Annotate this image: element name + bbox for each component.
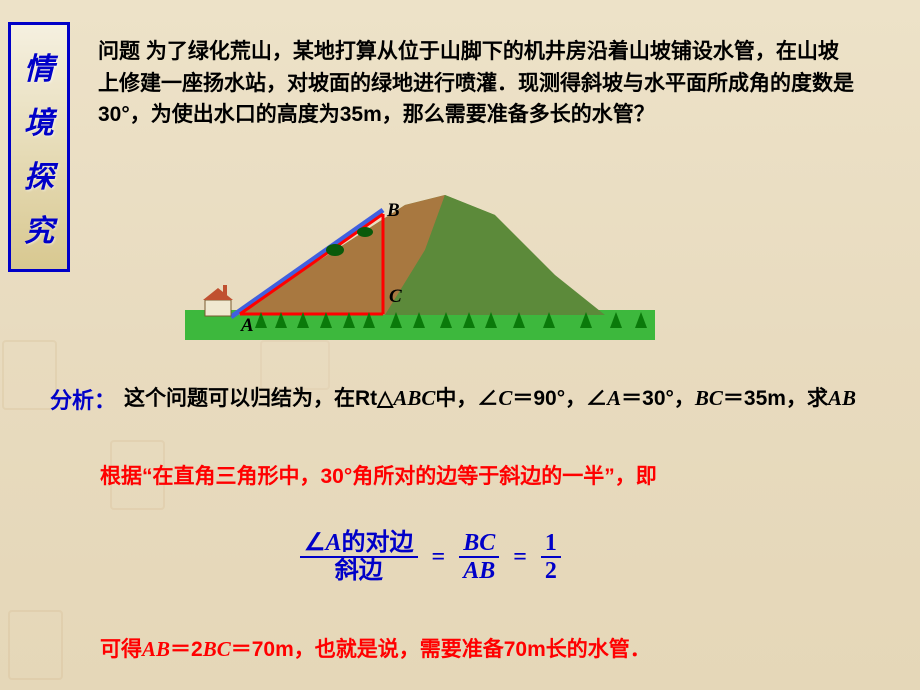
- point-label-c: C: [389, 286, 402, 308]
- sidebar-char-2: 境: [24, 98, 54, 142]
- fraction-1: ∠A的对边 斜边: [300, 530, 418, 585]
- fraction-2: BC AB: [459, 530, 499, 585]
- conclusion-text: 可得AB＝2BC＝70m，也就是说，需要准备70m长的水管．: [100, 633, 880, 663]
- point-label-b: B: [387, 200, 400, 222]
- sidebar-title-box: 情 境 探 究: [8, 22, 70, 272]
- sidebar-char-3: 探: [24, 152, 54, 196]
- frac3-den: 2: [541, 558, 561, 584]
- rule-text: 根据“在直角三角形中，30°角所对的边等于斜边的一半”，即: [100, 460, 880, 490]
- problem-statement: 问题 为了绿化荒山，某地打算从位于山脚下的机井房沿着山坡铺设水管，在山坡上修建一…: [98, 36, 858, 131]
- frac3-num: 1: [541, 530, 561, 556]
- bg-seal-1: [2, 340, 57, 410]
- frac2-num: BC: [459, 530, 499, 556]
- sidebar-char-1: 情: [24, 44, 54, 88]
- analysis-label: 分析：: [50, 383, 116, 415]
- mountain-diagram: A B C: [185, 180, 655, 340]
- equals-1: =: [428, 544, 450, 571]
- fraction-3: 1 2: [541, 530, 561, 585]
- analysis-body: 这个问题可以归结为，在Rt△ABC中，∠C＝90°，∠A＝30°，BC＝35m，…: [124, 383, 894, 415]
- frac1-den: 斜边: [331, 558, 387, 584]
- equals-2: =: [509, 544, 531, 571]
- bg-seal-3: [8, 610, 63, 680]
- formula-fraction: ∠A的对边 斜边 = BC AB = 1 2: [300, 522, 640, 592]
- frac2-den: AB: [459, 558, 499, 584]
- sidebar-char-4: 究: [24, 206, 54, 250]
- frac1-num: ∠A的对边: [300, 530, 418, 556]
- point-label-a: A: [241, 315, 254, 337]
